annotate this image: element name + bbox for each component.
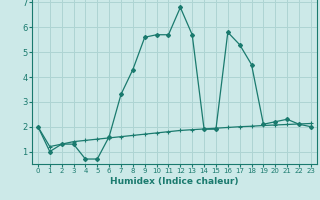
- X-axis label: Humidex (Indice chaleur): Humidex (Indice chaleur): [110, 177, 239, 186]
